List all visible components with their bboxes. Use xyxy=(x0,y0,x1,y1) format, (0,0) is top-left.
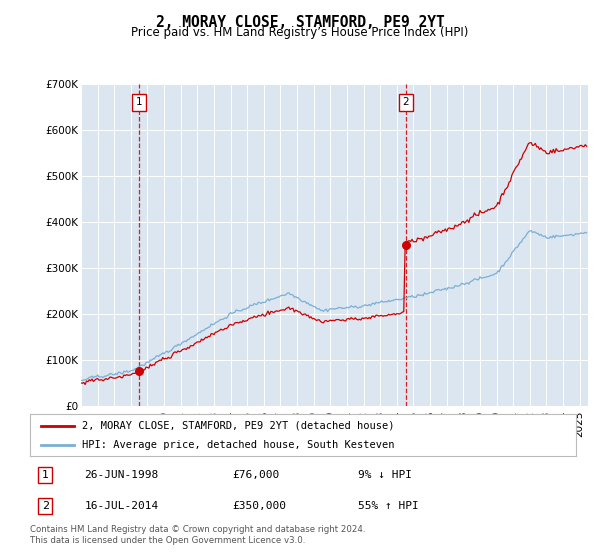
Text: 16-JUL-2014: 16-JUL-2014 xyxy=(85,501,159,511)
Text: 2, MORAY CLOSE, STAMFORD, PE9 2YT (detached house): 2, MORAY CLOSE, STAMFORD, PE9 2YT (detac… xyxy=(82,421,394,431)
Text: 1: 1 xyxy=(42,470,49,480)
Text: 2, MORAY CLOSE, STAMFORD, PE9 2YT: 2, MORAY CLOSE, STAMFORD, PE9 2YT xyxy=(155,15,445,30)
Text: 9% ↓ HPI: 9% ↓ HPI xyxy=(358,470,412,480)
Text: £76,000: £76,000 xyxy=(232,470,279,480)
Text: 2: 2 xyxy=(403,97,409,108)
Text: 1: 1 xyxy=(136,97,142,108)
Text: HPI: Average price, detached house, South Kesteven: HPI: Average price, detached house, Sout… xyxy=(82,440,394,450)
Text: 55% ↑ HPI: 55% ↑ HPI xyxy=(358,501,418,511)
Text: 26-JUN-1998: 26-JUN-1998 xyxy=(85,470,159,480)
Text: Contains HM Land Registry data © Crown copyright and database right 2024.
This d: Contains HM Land Registry data © Crown c… xyxy=(30,525,365,545)
Point xyxy=(401,241,410,250)
Text: £350,000: £350,000 xyxy=(232,501,286,511)
Text: Price paid vs. HM Land Registry’s House Price Index (HPI): Price paid vs. HM Land Registry’s House … xyxy=(131,26,469,39)
Point xyxy=(134,367,143,376)
Text: 2: 2 xyxy=(42,501,49,511)
